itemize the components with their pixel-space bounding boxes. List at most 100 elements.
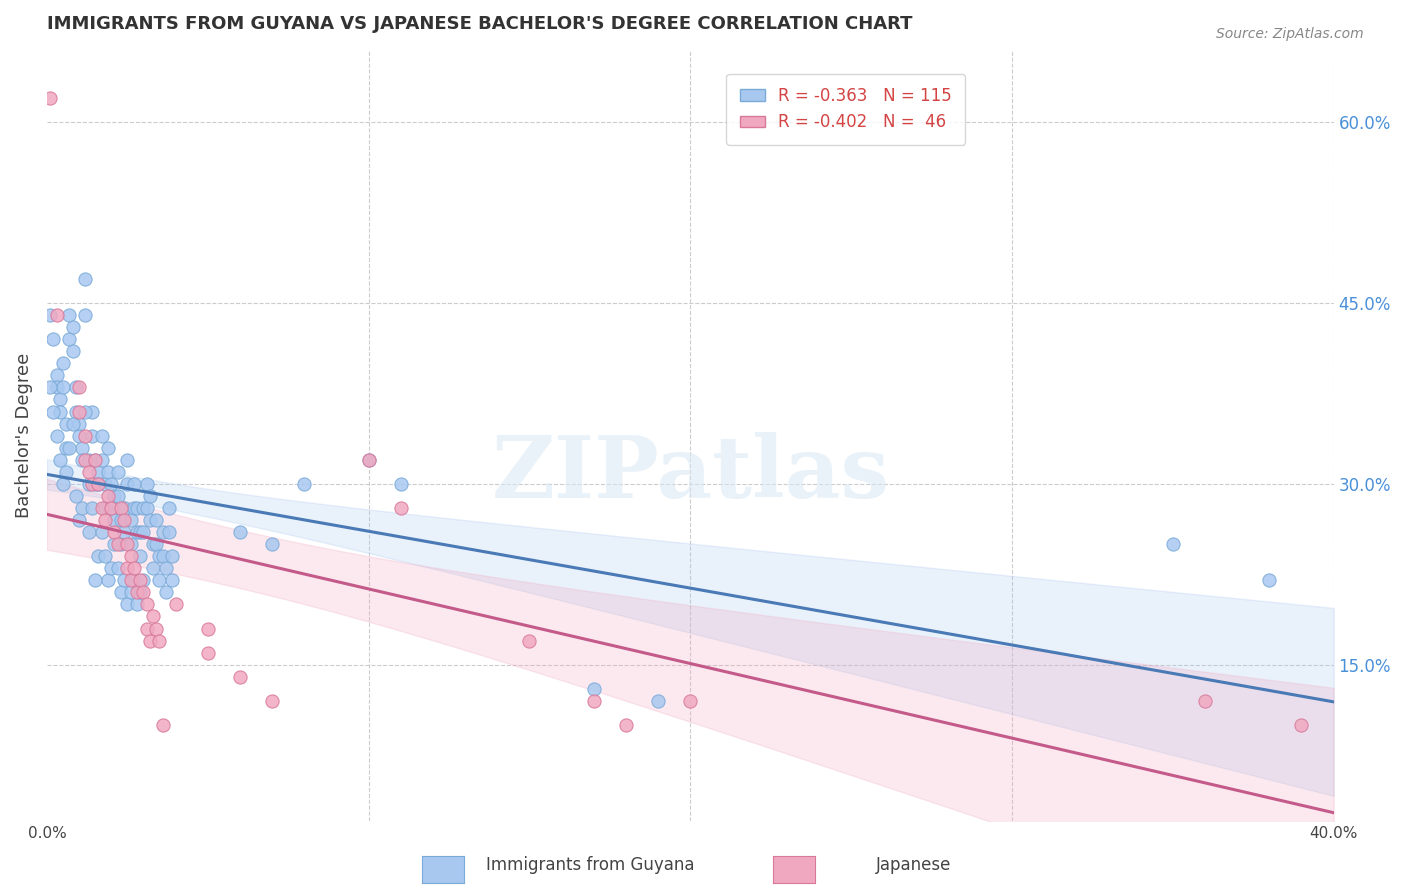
Point	[75, 404, 97, 418]
Point	[42, 404, 65, 418]
Text: Source: ZipAtlas.com: Source: ZipAtlas.com	[1216, 27, 1364, 41]
Point	[52, 476, 75, 491]
Point	[49, 404, 72, 418]
Point	[142, 609, 165, 624]
Point	[112, 500, 135, 515]
Point	[75, 452, 97, 467]
Point	[103, 537, 125, 551]
Point	[80, 476, 103, 491]
Point	[135, 622, 157, 636]
Point	[107, 537, 129, 551]
Point	[229, 525, 252, 540]
Point	[120, 585, 142, 599]
Point	[122, 476, 145, 491]
Point	[110, 585, 132, 599]
Point	[45, 368, 67, 383]
Point	[100, 500, 122, 515]
Point	[39, 308, 62, 322]
Point	[152, 549, 174, 564]
Point	[100, 561, 122, 575]
Point	[122, 574, 145, 588]
Point	[155, 585, 177, 599]
Point	[162, 549, 184, 564]
Point	[39, 91, 62, 105]
Point	[103, 489, 125, 503]
Point	[94, 500, 117, 515]
Point	[155, 561, 177, 575]
Point	[120, 549, 142, 564]
Point	[55, 441, 77, 455]
Point	[122, 561, 145, 575]
Point	[65, 489, 87, 503]
Point	[97, 441, 120, 455]
Point	[90, 500, 112, 515]
Point	[614, 718, 637, 732]
Point	[45, 380, 67, 394]
Point	[77, 465, 100, 479]
Point	[97, 489, 120, 503]
Point	[157, 500, 180, 515]
Point	[129, 549, 152, 564]
Point	[62, 320, 84, 334]
Point	[84, 452, 107, 467]
Point	[84, 452, 107, 467]
Text: ZIPatlas: ZIPatlas	[491, 433, 889, 516]
Point	[229, 670, 252, 684]
Point	[84, 476, 107, 491]
Point	[132, 574, 155, 588]
Point	[110, 537, 132, 551]
Point	[90, 525, 112, 540]
Point	[94, 476, 117, 491]
Point	[72, 500, 94, 515]
Point	[162, 574, 184, 588]
Point	[129, 585, 152, 599]
Point	[148, 549, 170, 564]
Point	[1194, 694, 1216, 708]
Point	[87, 465, 110, 479]
Point	[65, 380, 87, 394]
Point	[55, 417, 77, 431]
Point	[132, 500, 155, 515]
Point	[389, 476, 412, 491]
Point	[58, 332, 80, 346]
Point	[1291, 718, 1313, 732]
Point	[58, 308, 80, 322]
Point	[197, 622, 219, 636]
Point	[135, 598, 157, 612]
Point	[132, 525, 155, 540]
Point	[94, 513, 117, 527]
Point	[117, 598, 139, 612]
Point	[145, 622, 167, 636]
Point	[357, 452, 380, 467]
Point	[67, 417, 90, 431]
Point	[100, 500, 122, 515]
Point	[125, 525, 148, 540]
Point	[142, 561, 165, 575]
Point	[112, 525, 135, 540]
Point	[132, 585, 155, 599]
Point	[125, 585, 148, 599]
Point	[107, 489, 129, 503]
Point	[679, 694, 702, 708]
Point	[292, 476, 315, 491]
Point	[142, 537, 165, 551]
Point	[75, 308, 97, 322]
Point	[65, 404, 87, 418]
Point	[107, 561, 129, 575]
Point	[72, 452, 94, 467]
Point	[75, 428, 97, 442]
Point	[117, 561, 139, 575]
Point	[125, 500, 148, 515]
Point	[165, 598, 187, 612]
Point	[107, 465, 129, 479]
Point	[135, 500, 157, 515]
Point	[1258, 574, 1281, 588]
Point	[90, 452, 112, 467]
Point	[103, 525, 125, 540]
Point	[67, 513, 90, 527]
Point	[120, 537, 142, 551]
Point	[80, 500, 103, 515]
Point	[120, 574, 142, 588]
Point	[45, 308, 67, 322]
Point	[97, 465, 120, 479]
